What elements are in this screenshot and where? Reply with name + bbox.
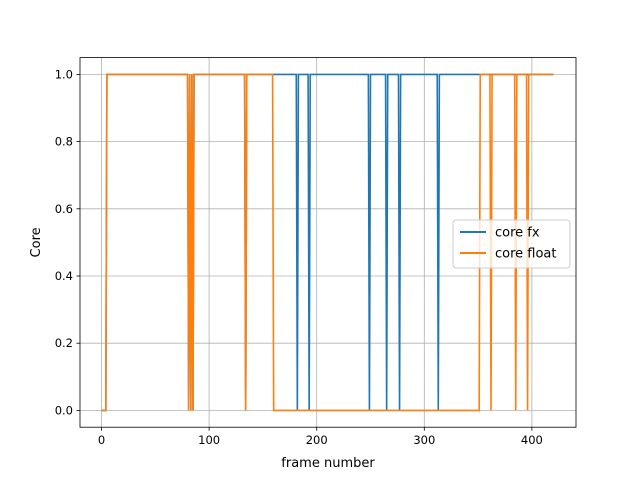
y-tick-label: 0.0	[55, 403, 73, 417]
x-tick-label: 100	[198, 433, 220, 447]
y-tick-label: 0.6	[55, 202, 73, 216]
y-tick-label: 0.8	[55, 135, 73, 149]
legend-label-core-float: core float	[495, 247, 557, 262]
y-tick-label: 0.2	[55, 336, 73, 350]
x-axis-label: frame number	[281, 456, 375, 471]
series-line-core-float	[101, 73, 554, 412]
y-axis-label: Core	[29, 227, 44, 257]
x-tick-label: 300	[413, 433, 435, 447]
x-tick-label: 400	[521, 433, 543, 447]
legend-label-core-fx: core fx	[495, 226, 540, 241]
series-layer	[101, 73, 554, 412]
ticks: 0 100 200 300 400 0.0 0.2 0.4 0.6 0.8 1.0	[55, 67, 543, 447]
legend: core fx core float	[452, 219, 571, 269]
y-tick-label: 1.0	[55, 67, 73, 81]
x-tick-label: 200	[306, 433, 328, 447]
plot-frame	[79, 57, 577, 428]
y-tick-label: 0.4	[55, 269, 73, 283]
x-tick-label: 0	[98, 433, 105, 447]
